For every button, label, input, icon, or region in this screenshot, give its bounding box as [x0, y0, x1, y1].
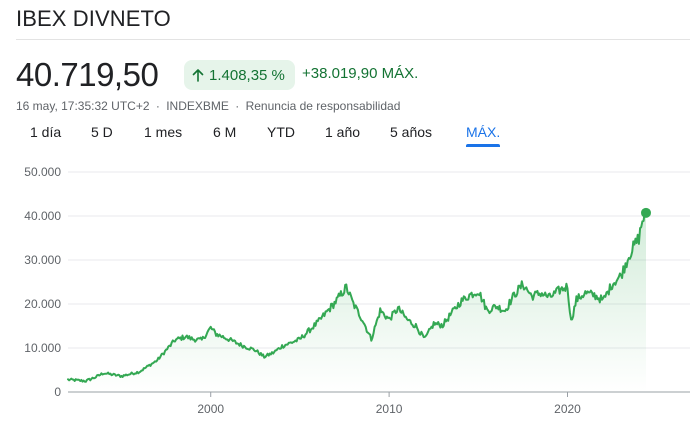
x-tick-label: 2000 [197, 402, 224, 416]
disclaimer-link[interactable]: Renuncia de responsabilidad [245, 99, 401, 113]
x-axis: 2000 2010 2020 [197, 392, 581, 416]
header-divider [16, 39, 690, 40]
tab-1-year[interactable]: 1 año [325, 124, 361, 140]
tab-max[interactable]: MÁX. [466, 124, 501, 147]
meta-separator: · [155, 99, 160, 113]
change-period: MÁX. [381, 65, 419, 82]
y-tick-label: 50.000 [24, 165, 61, 179]
y-tick-label: 20.000 [24, 297, 61, 311]
current-price: 40.719,50 [16, 56, 159, 93]
tab-1-day[interactable]: 1 día [30, 124, 62, 140]
price-line [67, 209, 647, 383]
tab-5-years[interactable]: 5 años [390, 124, 433, 140]
tab-6-months[interactable]: 6 M [213, 124, 237, 140]
instrument-title: IBEX DIVNETO [16, 6, 171, 31]
meta-separator: · [235, 99, 240, 113]
price-area-fill [68, 210, 646, 392]
x-tick-label: 2010 [376, 402, 403, 416]
quote-meta: 16 may, 17:35:32 UTC+2 · INDEXBME · Renu… [16, 99, 400, 113]
absolute-change: +38.019,90 MÁX. [302, 65, 418, 82]
y-axis: 0 10.000 20.000 30.000 40.000 50.000 [24, 165, 61, 399]
y-tick-label: 0 [54, 385, 61, 399]
absolute-change-value: +38.019,90 [302, 65, 378, 82]
tab-5-days[interactable]: 5 D [91, 124, 113, 140]
y-tick-label: 10.000 [24, 341, 61, 355]
y-tick-label: 30.000 [24, 253, 61, 267]
price-chart[interactable]: 0 10.000 20.000 30.000 40.000 50.000 2000 2010… [0, 155, 690, 427]
percent-change: 1.408,35 % [209, 66, 285, 84]
timestamp: 16 may, 17:35:32 UTC+2 [16, 99, 150, 113]
tab-1-month[interactable]: 1 mes [144, 124, 183, 140]
y-tick-label: 40.000 [24, 209, 61, 223]
percent-change-badge: 1.408,35 % [184, 60, 295, 90]
last-price-dot [641, 207, 651, 218]
tab-ytd[interactable]: YTD [267, 124, 295, 140]
arrow-up-icon [192, 68, 204, 82]
x-tick-label: 2020 [554, 402, 581, 416]
exchange: INDEXBME [166, 99, 229, 113]
